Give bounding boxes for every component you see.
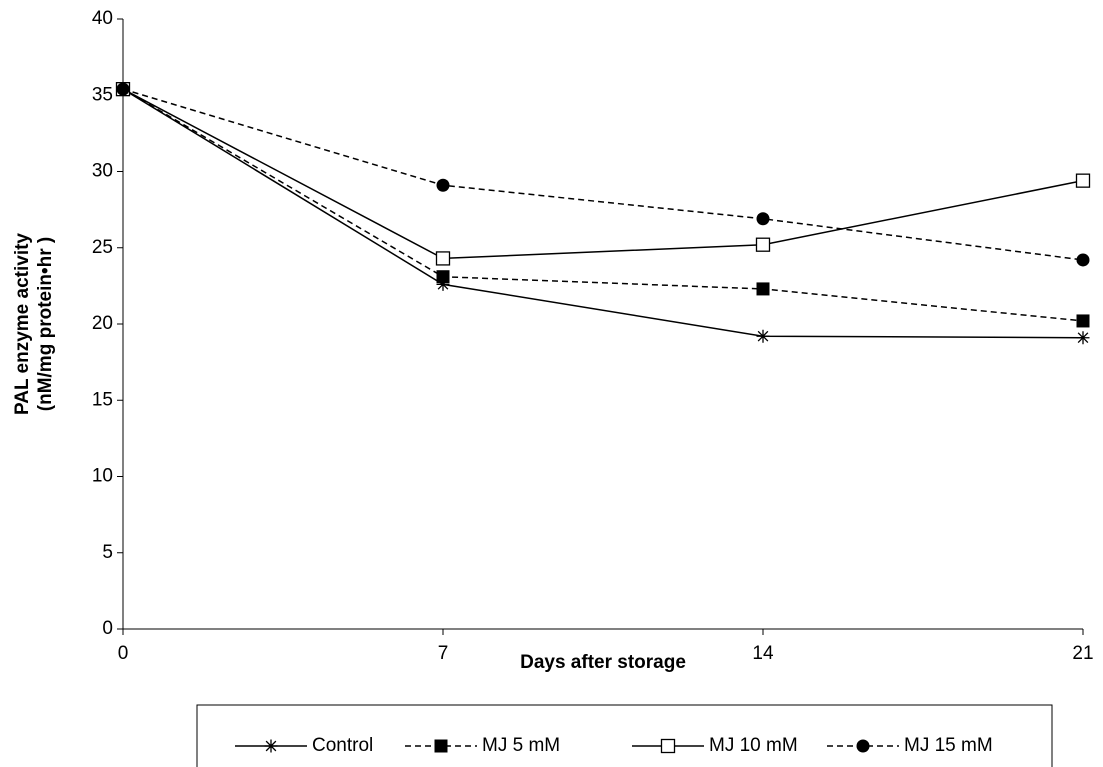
y-tick-label: 20 (92, 313, 113, 334)
marker (662, 740, 675, 753)
x-tick-label: 7 (438, 643, 449, 664)
legend-label: Control (312, 735, 373, 756)
y-tick-label: 25 (92, 237, 113, 258)
series-line (123, 89, 1083, 260)
y-axis-label: PAL enzyme activity (12, 233, 33, 415)
chart: Days after storage PAL enzyme activity (… (0, 0, 1103, 767)
marker (1077, 331, 1090, 344)
y-axis-label: (nM/mg protein•hr ) (35, 237, 56, 411)
marker (757, 330, 770, 343)
y-tick-label: 35 (92, 84, 113, 105)
marker (437, 270, 450, 283)
x-tick-label: 21 (1072, 643, 1093, 664)
marker (757, 212, 770, 225)
marker (437, 179, 450, 192)
series-line (123, 89, 1083, 321)
x-tick-label: 14 (752, 643, 774, 664)
y-tick-label: 15 (92, 389, 113, 410)
legend-label: MJ 10 mM (709, 735, 798, 756)
marker (757, 282, 770, 295)
y-tick-label: 0 (102, 618, 113, 639)
page: Days after storage PAL enzyme activity (… (0, 0, 1103, 767)
y-tick-label: 40 (92, 8, 113, 29)
legend-label: MJ 15 mM (904, 735, 993, 756)
marker (1077, 314, 1090, 327)
marker (265, 740, 278, 753)
series-line (123, 89, 1083, 338)
marker (857, 740, 870, 753)
y-tick-label: 30 (92, 161, 113, 182)
x-axis-label: Days after storage (520, 652, 686, 673)
marker (1077, 253, 1090, 266)
marker (117, 83, 130, 96)
marker (435, 740, 448, 753)
legend-label: MJ 5 mM (482, 735, 560, 756)
x-tick-label: 0 (118, 643, 129, 664)
marker (1077, 174, 1090, 187)
marker (437, 252, 450, 265)
series-line (123, 89, 1083, 258)
y-tick-label: 5 (102, 542, 113, 563)
marker (757, 238, 770, 251)
y-tick-label: 10 (92, 466, 113, 487)
